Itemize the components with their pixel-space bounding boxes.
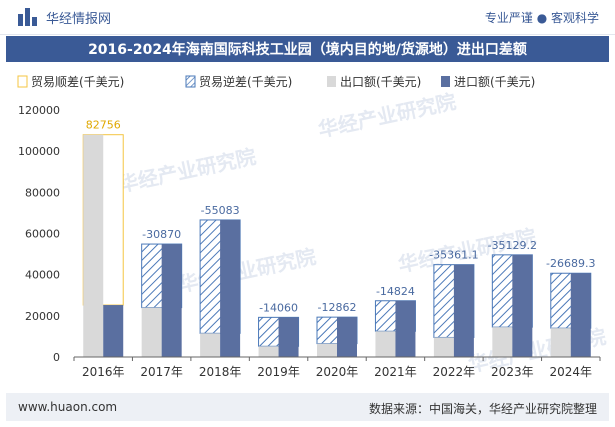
y-tick-label: 80000 [25, 186, 60, 199]
export-bar [550, 328, 571, 357]
import-bar [278, 317, 299, 357]
x-tick-label: 2024年 [550, 365, 593, 379]
data-label: -26689.3 [546, 257, 595, 270]
export-bar [375, 331, 396, 357]
footer-bar: www.huaon.com 数据来源：中国海关，华经产业研究院整理 [6, 393, 609, 421]
legend-label-deficit: 贸易逆差(千美元) [199, 74, 292, 89]
import-bar [161, 244, 182, 357]
x-tick-label: 2017年 [140, 365, 183, 379]
x-tick-label: 2016年 [82, 365, 125, 379]
legend-label-surplus: 贸易顺差(千美元) [31, 75, 124, 89]
data-label: -35129.2 [488, 239, 537, 252]
export-bar [317, 343, 337, 357]
legend-swatch-surplus [17, 75, 28, 88]
logo-bars-icon [18, 8, 40, 26]
data-label: -14060 [259, 301, 298, 314]
top-bar: 华经情报网 专业严谨 ● 客观科学 [0, 0, 615, 35]
chart-title: 2016-2024年海南国际科技工业园（境内目的地/货源地）进出口差额 [88, 42, 527, 58]
y-tick-label: 40000 [25, 269, 60, 282]
y-tick-label: 120000 [18, 104, 60, 117]
legend-label-import: 进口额(千美元) [454, 75, 535, 89]
site-logo[interactable]: 华经情报网 [18, 8, 112, 27]
chart-title-bar: 2016-2024年海南国际科技工业园（境内目的地/货源地）进出口差额 [6, 36, 609, 62]
data-label: -14824 [376, 285, 415, 298]
x-tick-label: 2018年 [199, 365, 242, 379]
legend-swatch-deficit [185, 75, 196, 88]
watermark-text: 华经产业研究院 [316, 89, 458, 142]
import-bar [570, 273, 591, 357]
export-bar [141, 307, 162, 357]
data-label: -30870 [142, 228, 181, 241]
import-bar [512, 254, 533, 357]
watermark-text: 华经产业研究院 [116, 144, 258, 197]
y-tick-label: 20000 [25, 310, 60, 323]
import-bar [220, 219, 241, 357]
legend-label-export: 出口额(千美元) [340, 75, 421, 89]
x-tick-label: 2020年 [316, 365, 359, 379]
site-name: 华经情报网 [46, 11, 112, 27]
import-bar [453, 264, 474, 357]
x-tick-label: 2021年 [374, 365, 417, 379]
import-bar [103, 305, 124, 357]
data-label: -55083 [201, 204, 240, 217]
site-tagline: 专业严谨 ● 客观科学 [484, 11, 599, 25]
import-bar [395, 300, 416, 357]
export-bar [200, 333, 221, 357]
y-tick-label: 0 [53, 351, 60, 364]
data-label: 82756 [86, 119, 121, 132]
export-bar [492, 327, 513, 357]
export-bar [433, 337, 454, 357]
export-bar [258, 346, 279, 357]
x-tick-label: 2019年 [257, 365, 300, 379]
x-tick-label: 2023年 [491, 365, 534, 379]
data-label: -12862 [318, 301, 357, 314]
footer-url[interactable]: www.huaon.com [18, 400, 118, 414]
y-tick-label: 60000 [25, 228, 60, 241]
footer-source: 数据来源：中国海关，华经产业研究院整理 [368, 402, 597, 416]
x-tick-label: 2022年 [433, 365, 476, 379]
export-bar [83, 134, 104, 357]
watermark-text: 华经产业研究院 [176, 244, 318, 297]
legend-swatch-import [441, 76, 450, 87]
legend-swatch-export [327, 76, 336, 87]
import-bar [337, 317, 357, 357]
y-tick-label: 100000 [18, 145, 60, 158]
data-label: -35361.1 [429, 249, 478, 262]
